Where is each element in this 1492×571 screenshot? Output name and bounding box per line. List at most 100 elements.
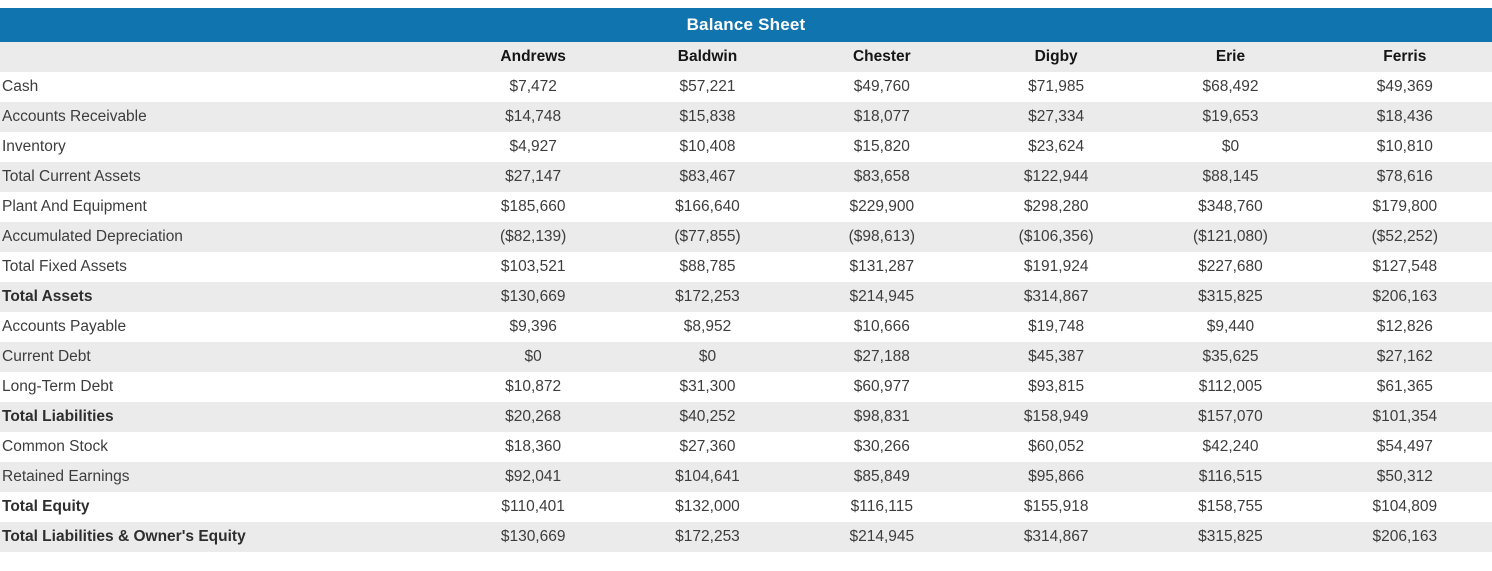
row-label: Total Current Assets — [2, 168, 141, 185]
table-row: Total Liabilities & Owner's Equity $130,… — [0, 522, 1492, 552]
cell-value: ($121,080) — [1192, 228, 1268, 245]
table-header-row: Andrews Baldwin Chester Digby Erie Ferris — [0, 42, 1492, 72]
cell-value: $0 — [524, 348, 542, 365]
cell-value: $157,070 — [1198, 408, 1263, 425]
cell-value: $227,680 — [1198, 258, 1263, 275]
cell-value: $31,300 — [679, 378, 736, 395]
table-row: Plant And Equipment $185,660 $166,640 $229… — [0, 192, 1492, 222]
cell-value: $104,809 — [1372, 498, 1438, 515]
cell-value: $93,815 — [1028, 378, 1085, 395]
row-label: Retained Earnings — [2, 468, 130, 485]
cell-value: $214,945 — [849, 528, 915, 545]
row-label: Inventory — [2, 138, 66, 155]
cell-value: $23,624 — [1028, 138, 1085, 155]
cell-value: $229,900 — [849, 198, 915, 215]
cell-value: $0 — [1221, 138, 1240, 155]
table-row: Common Stock $18,360 $27,360 $30,266 $60,05… — [0, 432, 1492, 462]
cell-value: $132,000 — [675, 498, 740, 515]
table-row: Total Current Assets $27,147 $83,467 $83,6… — [0, 162, 1492, 192]
cell-value: $298,280 — [1023, 198, 1089, 215]
cell-value: $88,145 — [1202, 168, 1259, 185]
cell-value: $92,041 — [505, 468, 562, 485]
cell-value: $19,748 — [1028, 318, 1085, 335]
row-label: Cash — [2, 78, 39, 95]
table-row: Accumulated Depreciation ($82,139) ($77,8… — [0, 222, 1492, 252]
row-label: Plant And Equipment — [2, 198, 147, 215]
cell-value: $172,253 — [675, 528, 740, 545]
cell-value: $101,354 — [1372, 408, 1438, 425]
cell-value: $10,408 — [679, 138, 736, 155]
cell-value: ($77,855) — [674, 228, 741, 245]
cell-value: $95,866 — [1028, 468, 1085, 485]
column-header-digby: Digby — [1034, 48, 1078, 65]
cell-value: $98,831 — [853, 408, 910, 425]
cell-value: $40,252 — [679, 408, 736, 425]
cell-value: $27,162 — [1376, 348, 1433, 365]
cell-value: ($98,613) — [848, 228, 915, 245]
table-row: Accounts Payable $9,396 $8,952 $10,666 $19,… — [0, 312, 1492, 342]
cell-value: $0 — [698, 348, 717, 365]
cell-value: $20,268 — [505, 408, 562, 425]
cell-value: $314,867 — [1023, 288, 1089, 305]
cell-value: $348,760 — [1198, 198, 1263, 215]
cell-value: $50,312 — [1376, 468, 1433, 485]
cell-value: $116,515 — [1198, 468, 1263, 485]
cell-value: $103,521 — [500, 258, 566, 275]
row-label: Current Debt — [2, 348, 91, 365]
cell-value: $131,287 — [849, 258, 915, 275]
cell-value: $110,401 — [501, 498, 565, 515]
table-body: Cash $7,472 $57,221 $49,760 $71,985 $68,492 $… — [0, 72, 1492, 552]
cell-value: $206,163 — [1372, 288, 1438, 305]
cell-value: $88,785 — [679, 258, 736, 275]
report-title-bar: Balance Sheet — [0, 8, 1492, 42]
cell-value: $116,115 — [850, 498, 913, 515]
row-label: Accounts Payable — [2, 318, 127, 335]
cell-value: $10,666 — [853, 318, 910, 335]
cell-value: $130,669 — [500, 288, 566, 305]
cell-value: $104,641 — [675, 468, 740, 485]
cell-value: $49,760 — [853, 78, 910, 95]
row-label: Long-Term Debt — [2, 378, 114, 395]
cell-value: $12,826 — [1376, 318, 1433, 335]
balance-sheet-report: Balance Sheet Andrews Baldwin Chester Digby… — [0, 8, 1492, 552]
cell-value: $10,810 — [1376, 138, 1433, 155]
cell-value: $71,985 — [1028, 78, 1085, 95]
cell-value: $54,497 — [1376, 438, 1433, 455]
column-header-baldwin: Baldwin — [677, 48, 738, 65]
cell-value: $7,472 — [509, 78, 557, 95]
cell-value: $78,616 — [1376, 168, 1433, 185]
cell-value: $18,077 — [853, 108, 910, 125]
cell-value: $15,838 — [679, 108, 736, 125]
table-row: Current Debt $0 $0 $27,188 $45,387 $35,625 $2… — [0, 342, 1492, 372]
row-label: Total Fixed Assets — [2, 258, 127, 275]
table-row: Cash $7,472 $57,221 $49,760 $71,985 $68,492 $… — [0, 72, 1492, 102]
row-label: Total Liabilities — [2, 408, 114, 425]
column-header-ferris: Ferris — [1383, 48, 1427, 65]
cell-value: $83,467 — [679, 168, 736, 185]
cell-value: $15,820 — [853, 138, 910, 155]
cell-value: $49,369 — [1376, 78, 1433, 95]
table-row: Total Assets $130,669 $172,253 $214,945 $31… — [0, 282, 1492, 312]
page-title: Balance Sheet — [686, 15, 806, 34]
cell-value: $27,334 — [1028, 108, 1085, 125]
cell-value: $57,221 — [679, 78, 736, 95]
cell-value: $14,748 — [505, 108, 562, 125]
cell-value: $30,266 — [853, 438, 910, 455]
cell-value: $127,548 — [1372, 258, 1438, 275]
table-row: Total Fixed Assets $103,521 $88,785 $131,2… — [0, 252, 1492, 282]
cell-value: $10,872 — [505, 378, 562, 395]
cell-value: $35,625 — [1202, 348, 1259, 365]
table-row: Total Liabilities $20,268 $40,252 $98,831 $… — [0, 402, 1492, 432]
cell-value: $179,800 — [1372, 198, 1438, 215]
cell-value: $61,365 — [1376, 378, 1433, 395]
column-header-andrews: Andrews — [500, 48, 566, 65]
row-label: Total Equity — [2, 498, 90, 515]
table-row: Accounts Receivable $14,748 $15,838 $18,07… — [0, 102, 1492, 132]
table-row: Inventory $4,927 $10,408 $15,820 $23,624 $0 $… — [0, 132, 1492, 162]
cell-value: ($52,252) — [1371, 228, 1438, 245]
cell-value: $158,949 — [1023, 408, 1089, 425]
row-label: Common Stock — [2, 438, 108, 455]
cell-value: $130,669 — [500, 528, 566, 545]
cell-value: $191,924 — [1023, 258, 1089, 275]
cell-value: $68,492 — [1202, 78, 1259, 95]
